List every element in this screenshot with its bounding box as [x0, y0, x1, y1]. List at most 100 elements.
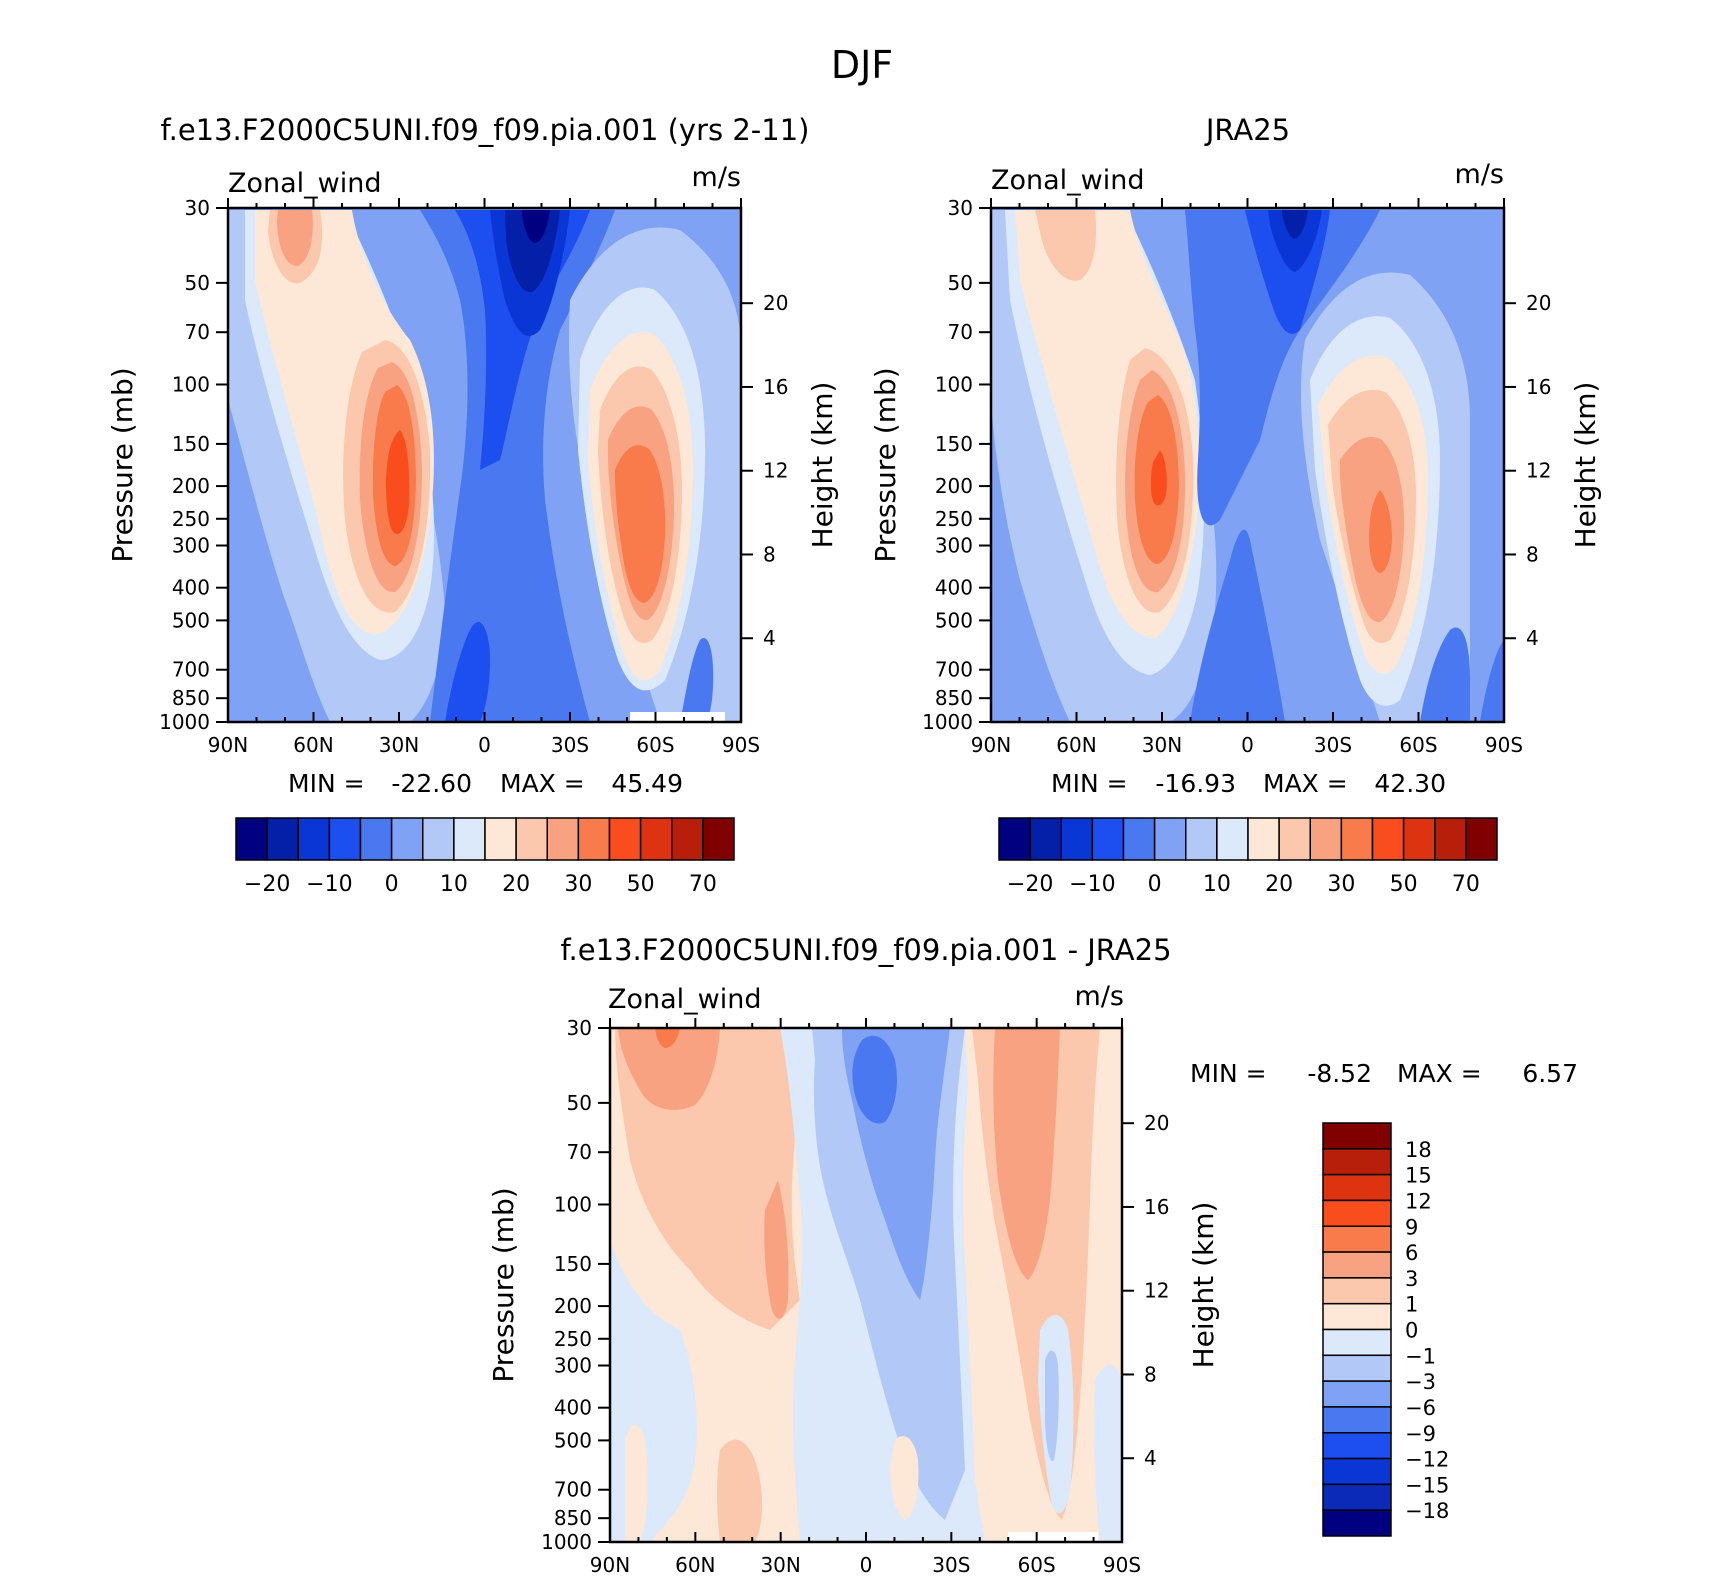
- colorbar-box: [1322, 1251, 1392, 1279]
- pressure-tick-label: 700: [935, 658, 973, 682]
- colorbar-box: [1185, 817, 1218, 861]
- height-tick-label: 12: [1144, 1279, 1169, 1303]
- lat-tick-label: 60N: [675, 1553, 715, 1576]
- lat-tick-label: 60S: [636, 733, 674, 757]
- obs-contour-tropical-m5b: [1190, 529, 1285, 722]
- lat-tick-label: 60S: [1018, 1553, 1056, 1576]
- model-min-value: -22.60: [391, 769, 472, 798]
- diff-contour-lower-pos: [625, 1425, 648, 1542]
- pressure-tick-label: 70: [185, 320, 210, 344]
- model-contour-sh-edge: [680, 638, 714, 722]
- pressure-tick-label: 500: [935, 608, 973, 632]
- colorbar-box: [266, 817, 299, 861]
- diff-contours: [610, 1028, 1122, 1542]
- pressure-tick-label: 850: [172, 686, 210, 710]
- colorbar-label: 30: [564, 872, 592, 897]
- colorbar-box: [608, 817, 642, 861]
- pressure-tick-label: 70: [948, 320, 973, 344]
- colorbar-box: [328, 817, 362, 861]
- colorbar-box: [1247, 817, 1280, 861]
- colorbar-label: 1: [1405, 1293, 1418, 1317]
- colorbar-label: −10: [306, 872, 352, 897]
- lat-tick-label: 90N: [590, 1553, 630, 1576]
- height-tick-label: 4: [1526, 626, 1539, 650]
- colorbar-box: [1402, 817, 1436, 861]
- height-tick-label: 4: [763, 626, 776, 650]
- colorbar-box: [998, 817, 1031, 861]
- colorbar-box: [1322, 1380, 1392, 1408]
- height-tick-label: 8: [1144, 1362, 1157, 1386]
- model-contour-tropical-m10b: [445, 621, 490, 722]
- diff-missing-data: [1008, 1532, 1098, 1542]
- diff-min-label: MIN =: [1190, 1059, 1267, 1088]
- lat-tick-label: 90S: [1485, 733, 1523, 757]
- lat-tick-label: 30S: [551, 733, 589, 757]
- height-tick-label: 20: [763, 291, 788, 315]
- height-tick-label: 16: [1526, 375, 1551, 399]
- colorbar-box: [1322, 1302, 1392, 1331]
- pressure-tick-label: 150: [554, 1252, 592, 1276]
- model-contour-sh-20: [615, 445, 666, 603]
- height-tick-label: 12: [763, 459, 788, 483]
- obs-max-value: 42.30: [1374, 769, 1446, 798]
- colorbar-box: [1091, 817, 1125, 861]
- diff-contour-left-pos3: [618, 1028, 720, 1110]
- pressure-tick-label: 850: [554, 1506, 592, 1530]
- height-tick-label: 4: [1144, 1446, 1157, 1470]
- colorbar-label: −9: [1405, 1422, 1436, 1446]
- height-tick-label: 8: [763, 542, 776, 566]
- diff-ylabel-right: Height (km): [1187, 1202, 1220, 1369]
- colorbar-label: 0: [1148, 872, 1162, 897]
- colorbar-label: −20: [244, 872, 290, 897]
- lat-tick-label: 30N: [379, 733, 419, 757]
- obs-contour-sh-edge: [1420, 627, 1470, 722]
- height-tick-label: 20: [1144, 1111, 1169, 1135]
- pressure-tick-label: 150: [172, 432, 210, 456]
- pressure-tick-label: 400: [935, 576, 973, 600]
- model-contour-nh-15: [277, 210, 313, 266]
- pressure-tick-label: 1000: [159, 710, 210, 734]
- obs-contour-nh-surface: [1195, 675, 1236, 722]
- colorbar-box: [1322, 1122, 1392, 1150]
- colorbar-label: 10: [440, 872, 468, 897]
- obs-units-label: m/s: [1455, 159, 1504, 190]
- colorbar-box: [235, 817, 268, 861]
- obs-contour-tropical-m15: [1268, 210, 1322, 272]
- colorbar-label: 18: [1405, 1138, 1432, 1162]
- diff-contour-lower-pos-mid: [890, 1436, 919, 1520]
- colorbar-box: [1322, 1457, 1392, 1486]
- colorbar-box: [1322, 1432, 1392, 1460]
- colorbar-box: [639, 817, 673, 861]
- colorbar-box: [359, 817, 393, 861]
- colorbar-label: 0: [1405, 1319, 1418, 1343]
- colorbar-box: [577, 817, 611, 861]
- pressure-tick-label: 100: [554, 1192, 592, 1216]
- figure-title: DJF: [831, 43, 893, 87]
- lat-tick-label: 30S: [932, 1553, 970, 1576]
- colorbar-label: 70: [1452, 872, 1480, 897]
- lat-tick-label: 90S: [1103, 1553, 1141, 1576]
- pressure-tick-label: 50: [948, 271, 973, 295]
- pressure-tick-label: 400: [172, 576, 210, 600]
- diff-contour-polar-neg: [1094, 1365, 1122, 1542]
- height-tick-label: 8: [1526, 542, 1539, 566]
- diff-contour-sh-neg3: [1045, 1350, 1059, 1461]
- colorbar-label: 70: [689, 872, 717, 897]
- obs-title: JRA25: [1204, 113, 1290, 147]
- diff-units-label: m/s: [1075, 981, 1124, 1012]
- colorbar-box: [1322, 1148, 1392, 1176]
- model-colorbar: −20 −10 0 10 20 30 50 70: [235, 817, 735, 897]
- colorbar-box: [422, 817, 455, 861]
- obs-ylabel-right: Height (km): [1569, 382, 1602, 549]
- colorbar-box: [1122, 817, 1156, 861]
- obs-min-label: MIN =: [1051, 769, 1128, 798]
- obs-axes: 3050701001502002503004005007008501000481…: [922, 196, 1551, 757]
- colorbar-label: 50: [1390, 872, 1418, 897]
- pressure-tick-label: 30: [567, 1016, 592, 1040]
- colorbar-box: [1278, 817, 1311, 861]
- model-ylabel-right: Height (km): [806, 382, 839, 549]
- model-contour-tropical-m20: [505, 210, 560, 293]
